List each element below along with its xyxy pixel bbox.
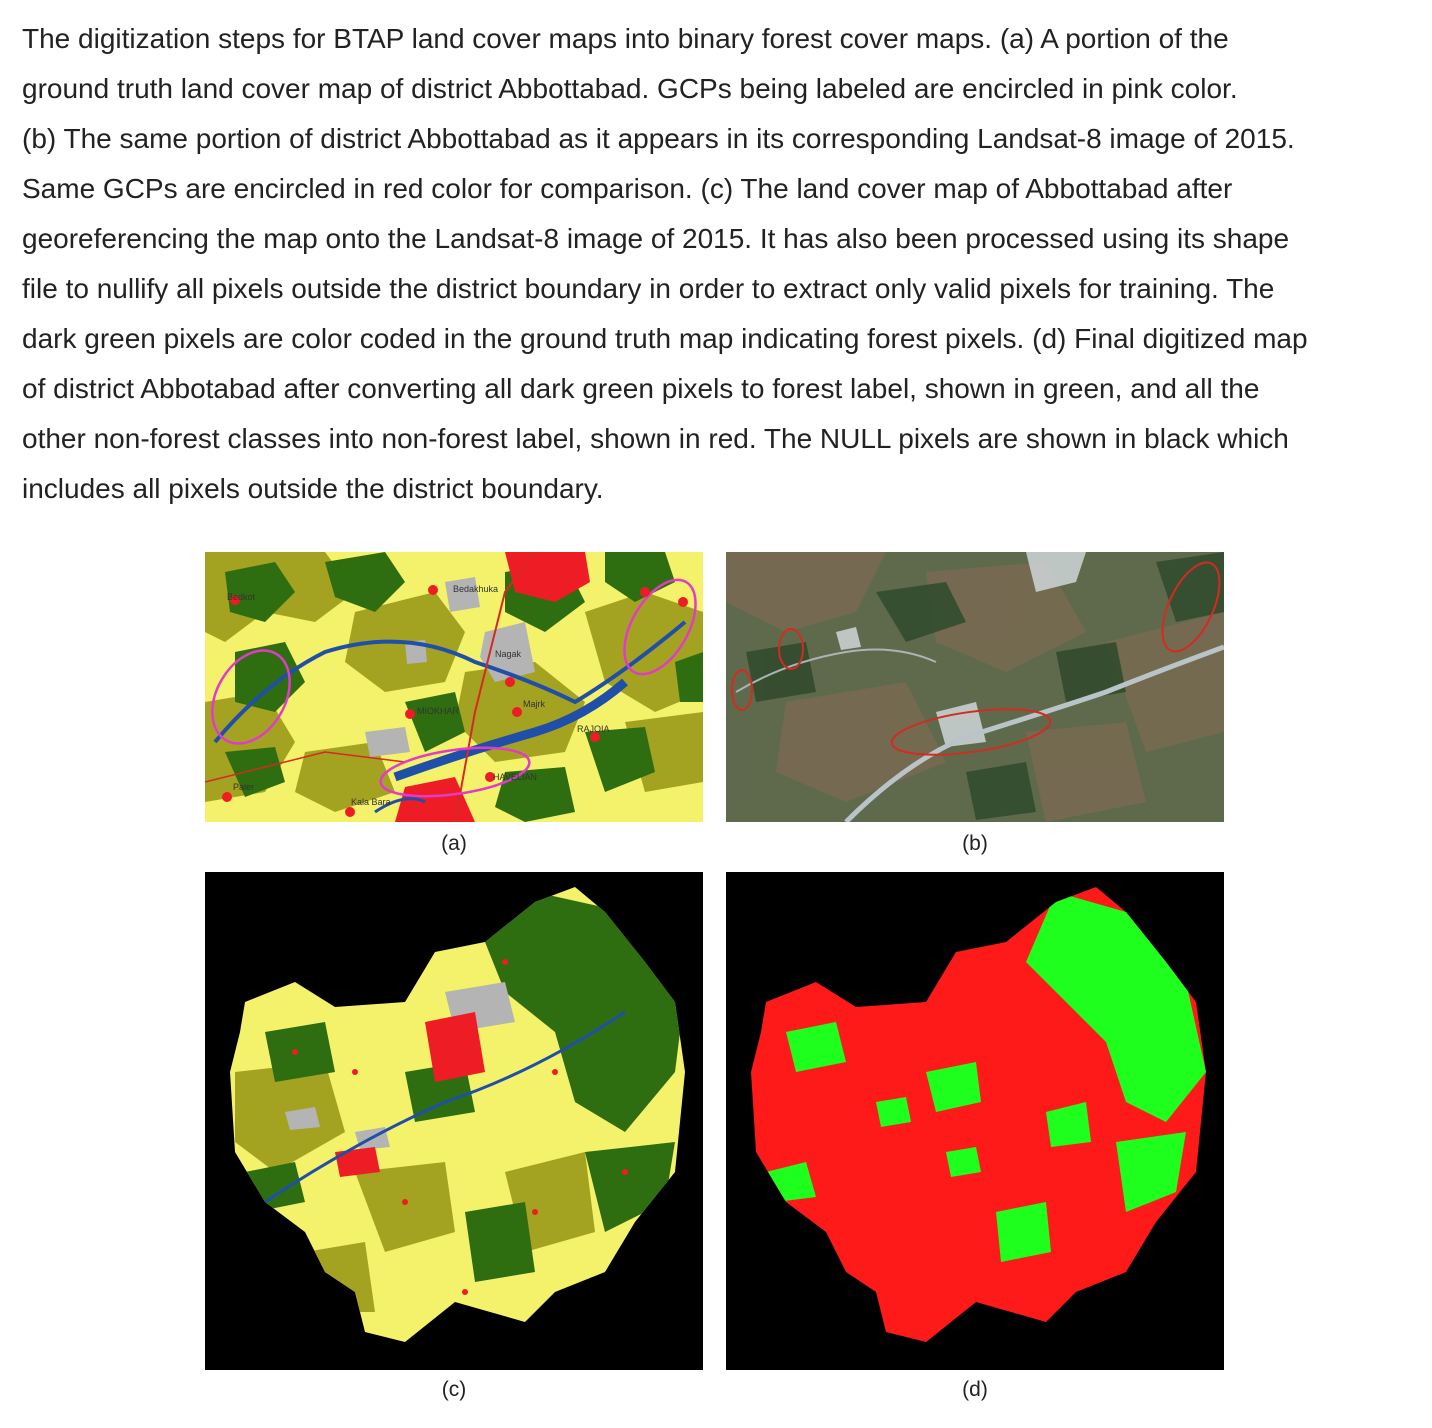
caption-line: other non-forest classes into non-forest… <box>22 423 1289 454</box>
gcp-ellipse <box>731 669 753 711</box>
place-label: Kala Bara <box>351 797 391 807</box>
gcp-ellipse <box>211 649 291 745</box>
caption-line: The digitization steps for BTAP land cov… <box>22 23 1229 54</box>
caption-line: Same GCPs are encircled in red color for… <box>22 173 1233 204</box>
panel-label: (d) <box>962 1378 988 1401</box>
place-label: RAJOIA <box>577 724 610 734</box>
place-label: HAVELIAN <box>493 772 537 782</box>
place-label: Bedakhuka <box>453 584 498 594</box>
landsat-image <box>726 552 1224 822</box>
place-label: Majrk <box>523 699 545 709</box>
caption-line: dark green pixels are color coded in the… <box>22 323 1308 354</box>
place-label: MIOKHAR <box>417 706 460 716</box>
gcp-ellipse <box>778 628 804 670</box>
panel-c: (c) <box>205 872 703 1401</box>
binary-forest-map <box>726 872 1224 1370</box>
caption-line: (b) The same portion of district Abbotta… <box>22 123 1295 154</box>
gcp-ellipse <box>1161 561 1221 653</box>
panel-label: (a) <box>441 832 467 855</box>
caption-line: georeferencing the map onto the Landsat-… <box>22 223 1290 254</box>
caption-line: of district Abbotabad after converting a… <box>22 373 1260 404</box>
panel-label: (c) <box>441 1378 467 1401</box>
place-label: Bedkot <box>227 592 256 602</box>
caption-line: includes all pixels outside the district… <box>22 473 604 504</box>
landcover-map-portion: Bedakhuka Nagak MIOKHAR Majrk RAJOIA HAV… <box>205 552 703 822</box>
caption-line: file to nullify all pixels outside the d… <box>22 273 1275 304</box>
place-label: Nagak <box>495 649 522 659</box>
panel-d: (d) <box>726 872 1224 1401</box>
georeferenced-landcover-map <box>205 872 703 1370</box>
panel-b: (b) <box>726 552 1224 855</box>
caption-line: ground truth land cover map of district … <box>22 73 1238 104</box>
panel-a: Bedakhuka Nagak MIOKHAR Majrk RAJOIA HAV… <box>205 552 703 855</box>
panel-label: (b) <box>962 832 988 855</box>
figure-caption: The digitization steps for BTAP land cov… <box>22 14 1412 514</box>
gcp-ellipse <box>890 708 1052 756</box>
place-label: Paler <box>233 782 254 792</box>
gcp-ellipse <box>379 746 531 798</box>
gcp-ellipse <box>623 578 697 676</box>
